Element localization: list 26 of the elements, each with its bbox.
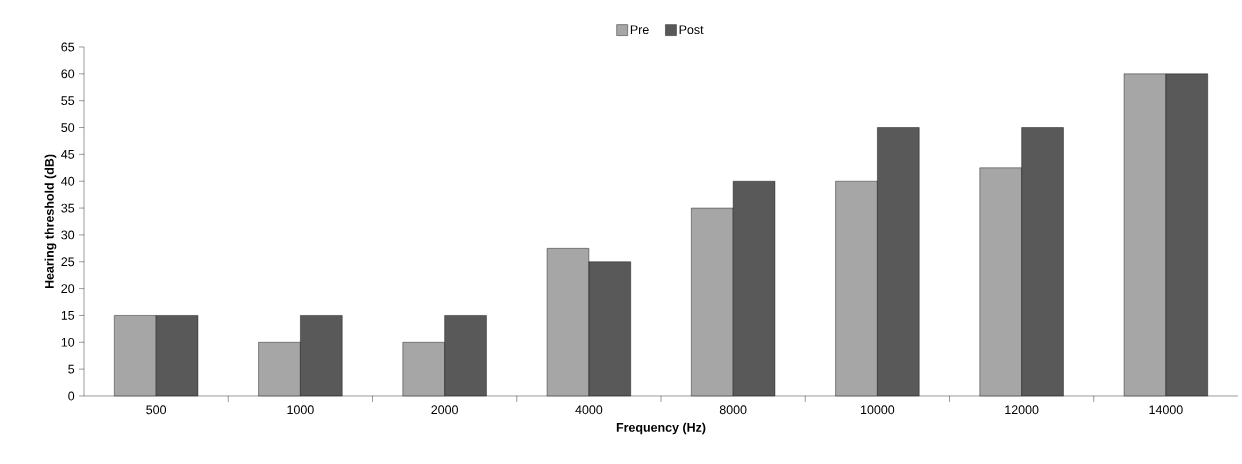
y-tick-label: 65 <box>61 42 75 52</box>
y-tick-label: 25 <box>61 257 75 267</box>
y-tick-label: 30 <box>61 230 75 240</box>
y-tick-label: 55 <box>61 96 75 106</box>
legend-label: Post <box>679 25 704 35</box>
y-tick-label: 20 <box>61 284 75 294</box>
x-tick-label: 10000 <box>861 405 895 415</box>
y-tick-label: 10 <box>61 337 75 347</box>
y-tick-label: 0 <box>68 391 75 401</box>
y-axis-title: Hearing threshold (dB) <box>44 154 57 289</box>
x-tick-label: 4000 <box>575 405 603 415</box>
y-tick-label: 45 <box>61 150 75 159</box>
x-tick-label: 2000 <box>431 405 458 415</box>
y-tick-label: 35 <box>61 203 75 213</box>
x-tick-label: 1000 <box>287 405 314 415</box>
y-tick-label: 60 <box>61 69 75 79</box>
x-tick-label: 12000 <box>1005 405 1039 415</box>
x-axis-title: Frequency (Hz) <box>616 422 706 435</box>
y-tick-label: 40 <box>61 176 75 186</box>
y-tick-label: 5 <box>68 364 75 374</box>
y-tick-label: 15 <box>61 311 75 320</box>
x-tick-label: 500 <box>146 405 167 415</box>
y-tick-label: 50 <box>61 123 75 132</box>
x-tick-label: 8000 <box>719 405 747 415</box>
x-tick-label: 14000 <box>1149 405 1183 415</box>
legend-label: Pre <box>630 25 649 35</box>
